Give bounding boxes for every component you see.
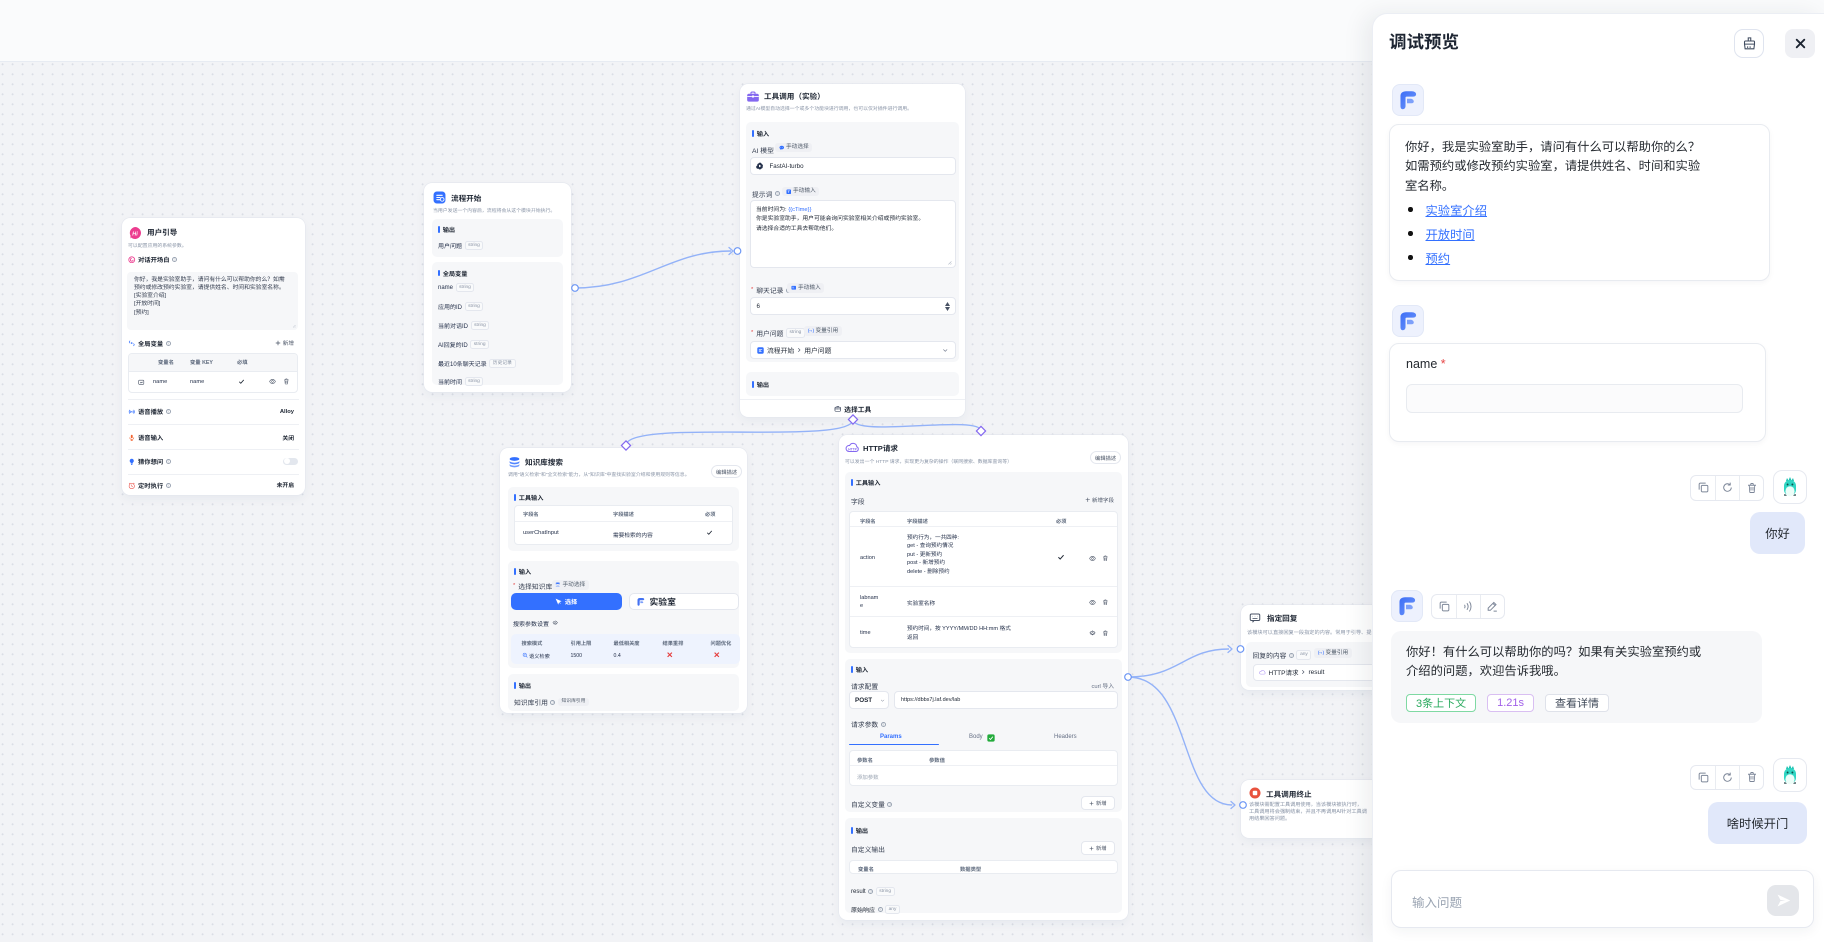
svg-text:Hi: Hi: [132, 231, 138, 237]
svg-text:HTTP: HTTP: [848, 447, 857, 451]
